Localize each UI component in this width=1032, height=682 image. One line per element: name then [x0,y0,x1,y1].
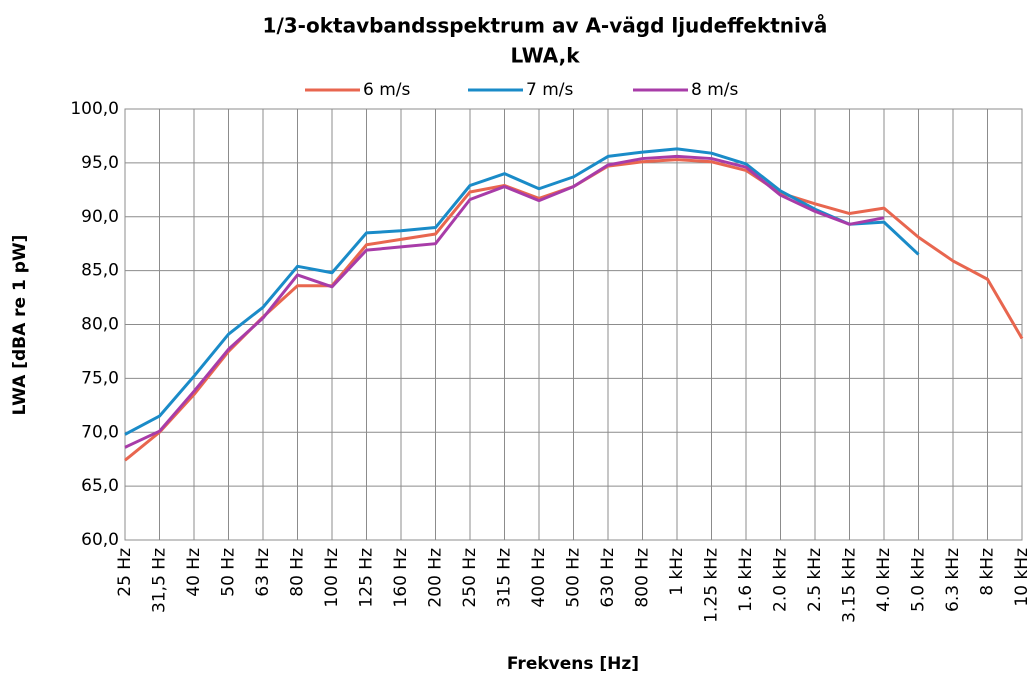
plot-border [124,108,1023,541]
x-tick-label: 10 kHz [1012,548,1032,607]
y-tick-label: 85,0 [81,261,119,281]
x-tick-label: 250 Hz [460,548,480,608]
legend-label: 6 m/s [363,80,411,100]
x-tick-label: 630 Hz [598,548,618,608]
x-tick-label: 50 Hz [219,548,239,597]
x-tick-label: 40 Hz [184,548,204,597]
x-tick-label: 31,5 Hz [150,548,170,613]
y-tick-label: 80,0 [81,315,119,335]
y-tick-label: 65,0 [81,476,119,496]
x-tick-label: 6.3 kHz [943,548,963,612]
x-tick-label: 63 Hz [253,548,273,597]
chart-subtitle: LWA,k [510,44,580,68]
y-tick-label: 95,0 [81,153,119,173]
x-axis-title: Frekvens [Hz] [507,654,639,674]
legend-label: 7 m/s [526,80,574,100]
legend-label: 8 m/s [691,80,739,100]
x-tick-label: 2.5 kHz [805,548,825,612]
x-tick-label: 8 kHz [978,548,998,596]
x-tick-label: 25 Hz [115,548,135,597]
x-tick-label: 100 Hz [322,548,342,608]
y-tick-label: 60,0 [81,530,119,550]
series-line [124,147,920,436]
x-tick-label: 5.0 kHz [909,548,929,612]
x-tick-label: 125 Hz [357,548,377,608]
y-tick-label: 70,0 [81,422,119,442]
y-axis-title: LWA [dBA re 1 pW] [10,235,30,416]
x-tick-label: 400 Hz [529,548,549,608]
x-tick-label: 2.0 kHz [771,548,791,612]
x-tick-label: 315 Hz [495,548,515,608]
y-tick-label: 100,0 [70,99,119,119]
x-tick-label: 3.15 kHz [840,548,860,623]
x-tick-label: 800 Hz [633,548,653,608]
x-tick-label: 500 Hz [564,548,584,608]
x-tick-label: 80 Hz [288,548,308,597]
y-tick-label: 75,0 [81,368,119,388]
series-line [124,154,885,449]
chart-title: 1/3-oktavbandsspektrum av A-vägd ljudeff… [263,14,828,38]
x-tick-label: 160 Hz [391,548,411,608]
y-tick-label: 90,0 [81,207,119,227]
x-tick-label: 1.25 kHz [702,548,722,623]
x-tick-label: 1.6 kHz [736,548,756,612]
x-tick-label: 200 Hz [426,548,446,608]
x-tick-label: 4.0 kHz [874,548,894,612]
x-tick-label: 1 kHz [667,548,687,596]
